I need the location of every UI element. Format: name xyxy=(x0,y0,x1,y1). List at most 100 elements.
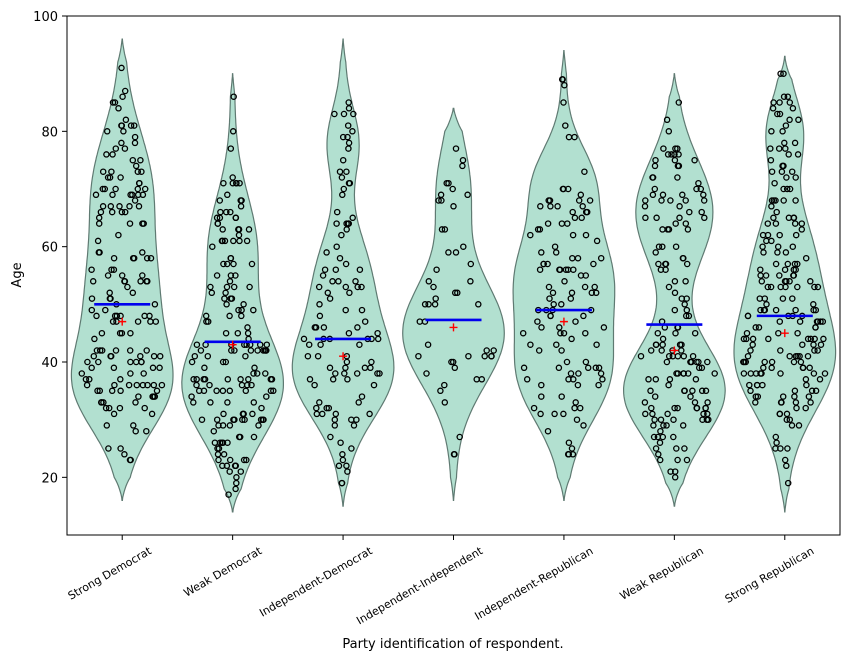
data-point xyxy=(641,203,649,210)
data-point xyxy=(692,376,700,383)
data-point xyxy=(740,370,748,377)
data-point xyxy=(682,278,689,285)
data-point xyxy=(475,301,482,308)
data-point xyxy=(659,243,666,250)
data-point xyxy=(130,254,138,262)
data-point xyxy=(343,462,350,470)
data-point xyxy=(523,376,531,383)
data-point xyxy=(540,260,547,268)
data-point xyxy=(449,185,456,193)
data-point xyxy=(344,468,351,475)
data-point xyxy=(96,347,104,354)
data-point xyxy=(767,156,775,164)
data-point xyxy=(551,410,558,418)
data-point xyxy=(581,168,588,175)
data-point xyxy=(126,203,133,210)
data-point xyxy=(132,427,139,435)
data-point xyxy=(812,387,820,395)
data-point xyxy=(260,347,267,354)
data-point xyxy=(794,329,801,337)
data-point xyxy=(326,295,334,302)
data-point xyxy=(704,399,711,406)
data-point xyxy=(790,272,798,279)
data-point xyxy=(118,122,126,129)
data-point xyxy=(695,358,702,366)
data-point xyxy=(675,151,682,158)
data-point xyxy=(547,312,554,320)
data-point xyxy=(236,179,243,187)
data-point xyxy=(103,422,111,429)
x-tick-label-2: Independent-Democrat xyxy=(257,544,375,620)
data-point xyxy=(560,410,567,418)
data-point xyxy=(700,410,707,418)
data-point xyxy=(122,116,130,124)
data-point xyxy=(467,278,474,285)
data-point xyxy=(779,393,787,400)
data-point xyxy=(208,289,216,297)
data-point xyxy=(97,208,105,216)
data-point xyxy=(779,128,786,135)
data-point xyxy=(222,329,230,337)
data-point xyxy=(580,312,587,320)
data-point xyxy=(270,387,277,395)
data-point xyxy=(754,393,762,400)
data-point xyxy=(782,122,790,129)
data-point xyxy=(345,139,353,147)
data-point xyxy=(229,128,237,135)
data-point xyxy=(575,370,582,377)
data-point xyxy=(682,197,689,204)
data-point xyxy=(376,370,383,377)
data-point xyxy=(438,226,446,233)
data-point xyxy=(141,185,149,193)
data-point xyxy=(651,416,658,423)
data-point xyxy=(659,226,666,233)
data-point xyxy=(705,416,712,423)
data-point xyxy=(115,231,122,239)
data-point xyxy=(544,260,551,268)
data-point xyxy=(652,445,660,452)
data-point xyxy=(595,364,603,372)
data-point xyxy=(338,479,346,487)
data-point xyxy=(743,329,751,337)
data-point xyxy=(667,197,674,204)
data-point xyxy=(137,352,144,360)
data-point xyxy=(115,105,122,112)
data-point xyxy=(333,208,341,216)
data-point xyxy=(437,191,445,199)
data-point xyxy=(537,203,544,210)
data-point xyxy=(335,278,342,285)
data-point xyxy=(226,387,234,395)
data-point xyxy=(223,301,230,308)
data-point xyxy=(332,266,340,273)
data-point xyxy=(342,283,350,291)
y-tick-label: 60 xyxy=(41,241,58,256)
data-point xyxy=(107,203,115,210)
data-point xyxy=(219,358,227,366)
data-point xyxy=(134,168,142,175)
data-point xyxy=(102,306,109,314)
data-point xyxy=(137,156,144,164)
data-point xyxy=(94,237,102,245)
data-point xyxy=(785,151,792,158)
data-point xyxy=(316,301,323,308)
data-point xyxy=(649,410,656,418)
data-point xyxy=(220,179,227,187)
data-point xyxy=(99,168,107,175)
data-point xyxy=(774,110,781,118)
data-point xyxy=(221,237,229,245)
data-point xyxy=(691,156,698,164)
data-point xyxy=(803,381,810,389)
data-point xyxy=(647,387,654,395)
median-marker-0 xyxy=(118,317,127,326)
data-point xyxy=(792,197,799,204)
data-point xyxy=(337,439,344,446)
data-point xyxy=(792,352,800,360)
data-point xyxy=(811,283,818,291)
data-point xyxy=(315,283,323,291)
data-point xyxy=(223,260,231,268)
data-point xyxy=(552,249,560,256)
data-point xyxy=(569,254,576,262)
data-point xyxy=(597,254,605,262)
data-point xyxy=(325,404,333,412)
data-point xyxy=(592,364,600,372)
